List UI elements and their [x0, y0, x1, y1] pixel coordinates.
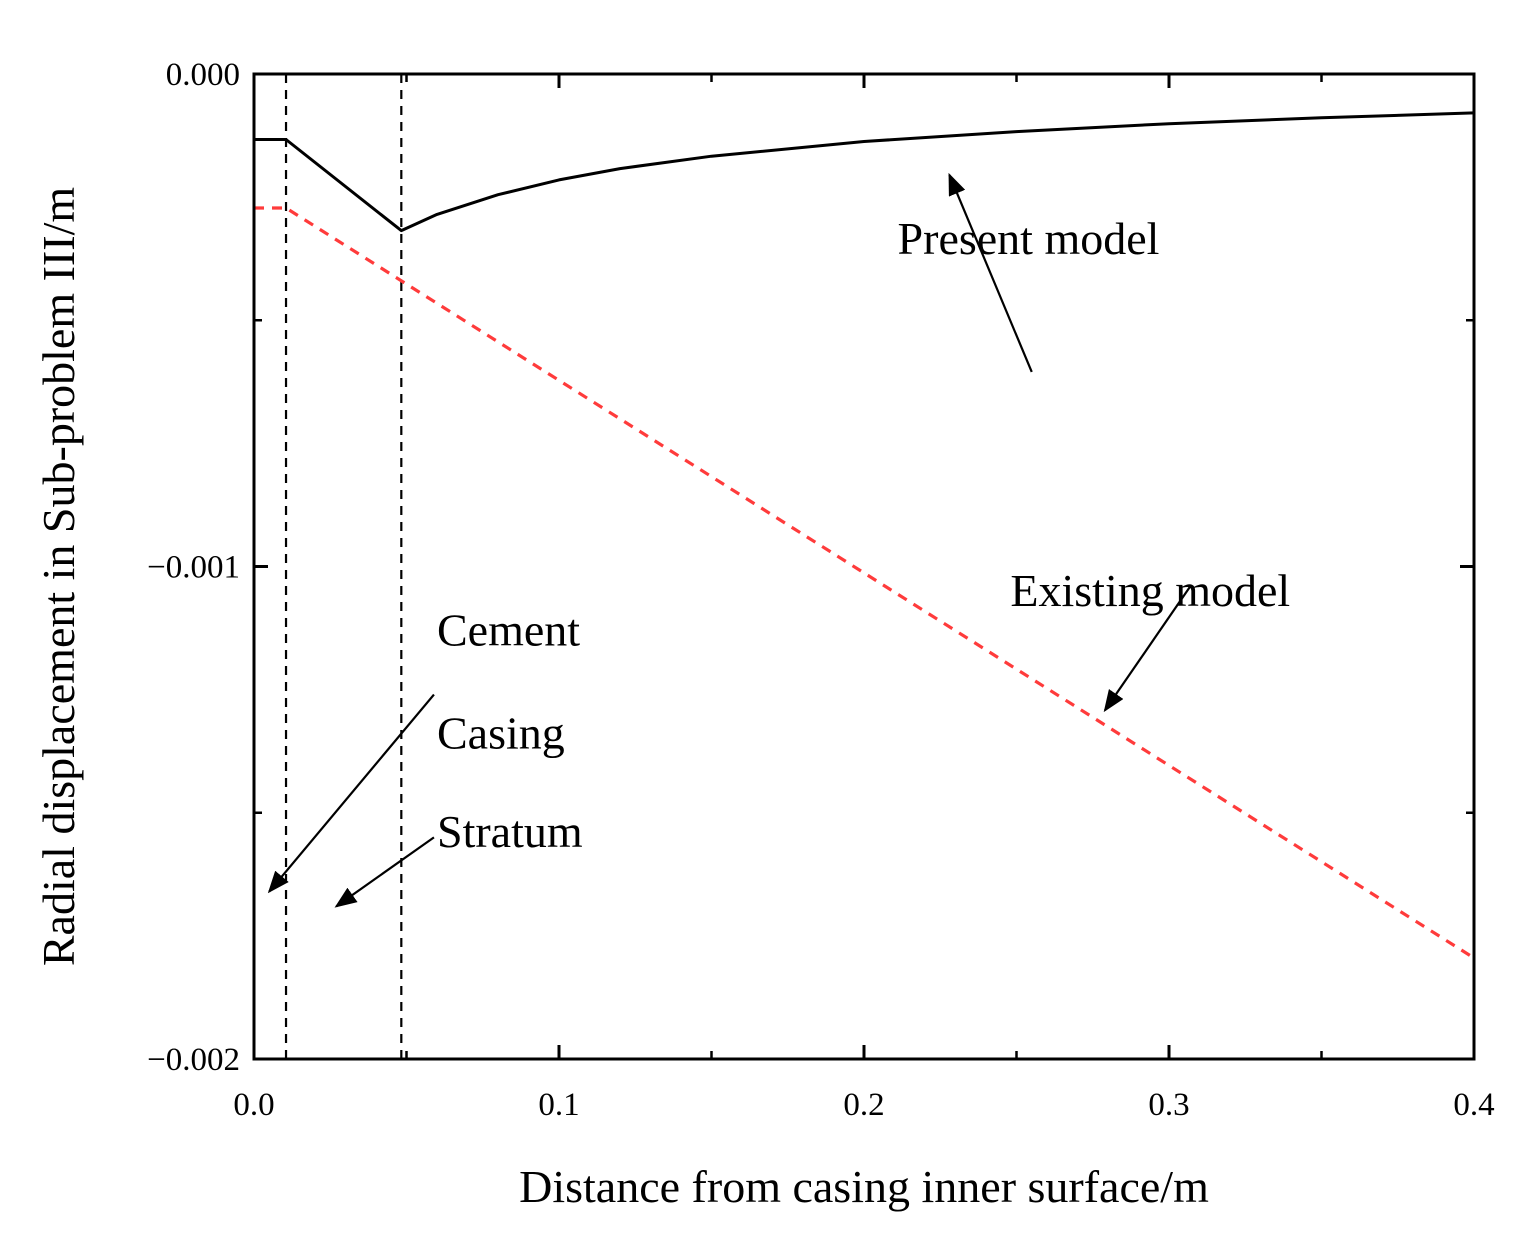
y-axis-label: Radial displacement in Sub-problem III/m — [33, 187, 84, 966]
annotation-present-model: Present model — [898, 213, 1160, 264]
series-layer — [254, 111, 1475, 960]
arrow-present-model — [948, 172, 1033, 373]
x-axis-label: Distance from casing inner surface/m — [519, 1161, 1209, 1212]
annotation-casing: Casing — [437, 708, 565, 759]
x-tick-label: 0.3 — [1148, 1087, 1189, 1123]
arrow-casing — [267, 693, 435, 894]
arrow-cement — [334, 836, 435, 908]
y-tick-label: −0.001 — [147, 550, 240, 586]
annotation-stratum: Stratum — [437, 806, 583, 857]
series-line-present-model — [254, 111, 1475, 233]
x-tick-label: 0.4 — [1453, 1087, 1494, 1123]
plot-frame — [252, 72, 1476, 1061]
arrow-existing-model — [1103, 585, 1192, 713]
x-tick-label: 0.0 — [233, 1087, 274, 1123]
y-tick-label: 0.000 — [166, 57, 240, 93]
annotation-existing-model: Existing model — [1010, 565, 1290, 616]
ticks-layer: 0.0 0.1 0.2 0.3 0.4 0.000 −0.001 −0.002 — [147, 57, 1495, 1123]
annotations-layer: Present model Existing model Casing Cement S… — [267, 172, 1290, 908]
y-tick-label: −0.002 — [147, 1042, 240, 1078]
material-boundaries — [284, 74, 403, 1059]
x-tick-label: 0.1 — [538, 1087, 579, 1123]
x-tick-label: 0.2 — [843, 1087, 884, 1123]
annotation-cement: Cement — [437, 604, 580, 655]
